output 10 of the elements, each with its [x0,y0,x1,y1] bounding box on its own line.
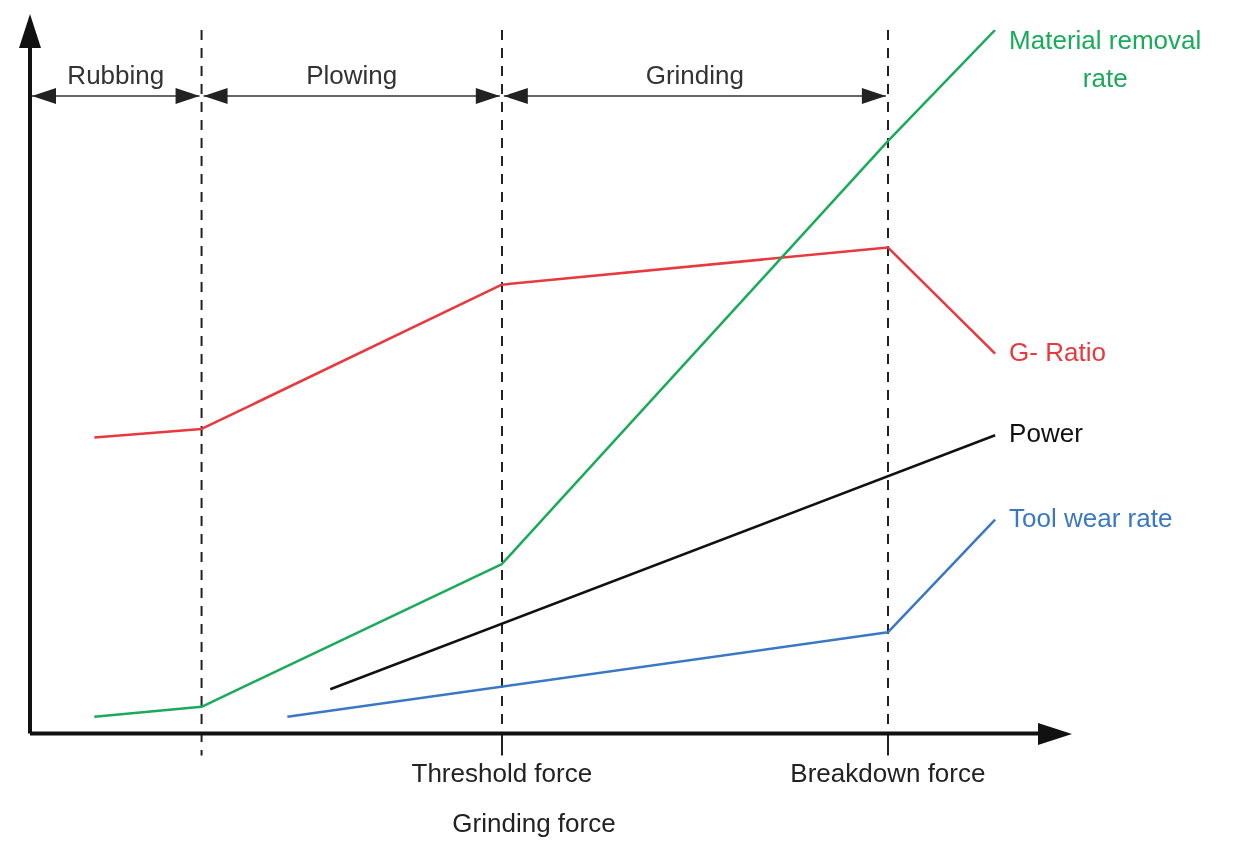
series-label: Material removal rate [1009,25,1202,94]
x-tick-label: Threshold force [411,758,593,789]
x-tick-label: Breakdown force [790,758,986,789]
series-label: Tool wear rate [1009,502,1173,533]
annotation: Grinding [645,60,744,91]
series-label: G- Ratio [1009,336,1106,367]
annotation: Plowing [306,60,398,91]
annotation: Rubbing [67,60,165,91]
x-axis-title: Grinding force [452,807,616,838]
series-label: Power [1009,418,1084,449]
